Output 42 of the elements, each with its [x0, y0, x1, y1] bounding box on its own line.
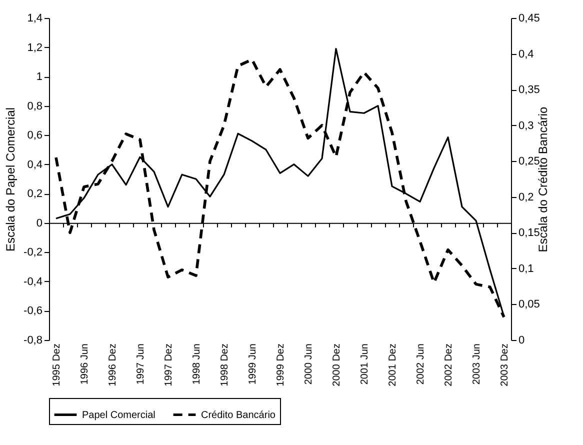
y2-tick-label: 0 — [518, 334, 525, 346]
y-tick-label: 0,4 — [27, 158, 42, 171]
y-tick-label: 1,2 — [27, 42, 42, 54]
x-tick-label: 1997 Jun — [136, 344, 146, 385]
y2-tick-label: 0,3 — [518, 120, 534, 132]
y-tick-label: 0,6 — [27, 130, 42, 142]
y2-tick-label: 0,1 — [518, 262, 534, 275]
x-tick-label: 1997 Dez — [164, 344, 174, 386]
x-tick-label: 2003 Jun — [472, 344, 482, 385]
x-tick-label: 1996 Dez — [108, 344, 118, 386]
x-tick-label: 2000 Jun — [304, 344, 314, 385]
y2-tick-label: 0,2 — [518, 191, 534, 204]
x-tick-label: 2001 Dez — [388, 344, 398, 386]
y2-tick-label: 0,45 — [518, 12, 540, 24]
x-tick-label: 2001 Jun — [360, 344, 370, 385]
y-tick-label: -0,6 — [24, 305, 42, 318]
y-tick-label: 0,2 — [27, 188, 42, 200]
y2-tick-label: 0,35 — [518, 84, 540, 96]
x-tick-label: 1999 Dez — [276, 344, 286, 386]
x-tick-label: 1999 Jun — [248, 344, 258, 385]
legend-label: Papel Comercial — [82, 410, 156, 421]
y-tick-label: -0,4 — [24, 276, 42, 288]
y2-tick-label: 0,4 — [518, 48, 534, 60]
y-tick-label: -0,2 — [24, 246, 42, 259]
x-tick-label: 2003 Dez — [500, 344, 510, 386]
y2-tick-label: 0,25 — [518, 156, 540, 168]
y-tick-label: 1 — [36, 71, 42, 84]
legend-label: Crédito Bancário — [201, 410, 276, 421]
x-tick-label: 2002 Jun — [416, 344, 426, 385]
x-tick-label: 2000 Dez — [332, 344, 342, 386]
y-tick-label: 0,8 — [27, 100, 42, 112]
y-tick-label: 0 — [36, 217, 42, 230]
y-tick-label: -0,8 — [24, 334, 42, 346]
x-tick-label: 1995 Dez — [52, 344, 62, 386]
y2-tick-label: 0,05 — [518, 298, 540, 311]
x-tick-label: 2002 Dez — [444, 344, 454, 386]
y-tick-label: 1,4 — [27, 12, 42, 24]
y2-tick-label: 0,15 — [518, 227, 540, 240]
x-tick-label: 1996 Jun — [80, 344, 90, 385]
x-tick-label: 1998 Jun — [192, 344, 202, 385]
y-axis-title: Escala do Papel Comercial — [4, 107, 18, 252]
x-tick-label: 1998 Dez — [220, 344, 230, 386]
